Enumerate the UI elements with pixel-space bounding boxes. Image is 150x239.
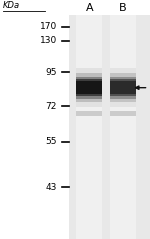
Text: 170: 170 — [40, 22, 57, 31]
Bar — [110, 15, 136, 239]
Bar — [110, 111, 136, 116]
Text: 55: 55 — [45, 137, 57, 146]
Bar — [76, 111, 102, 116]
Text: B: B — [119, 3, 127, 13]
Bar — [110, 77, 136, 99]
Bar — [76, 73, 102, 102]
Bar — [76, 79, 102, 96]
Text: A: A — [85, 3, 93, 13]
Text: 95: 95 — [45, 68, 57, 77]
Bar — [76, 68, 102, 107]
Bar — [110, 73, 136, 102]
Bar — [110, 81, 136, 94]
Text: KDa: KDa — [3, 1, 20, 10]
Text: 72: 72 — [46, 102, 57, 111]
Text: 43: 43 — [46, 183, 57, 192]
Text: 130: 130 — [40, 36, 57, 45]
Bar — [110, 79, 136, 96]
Bar — [69, 15, 150, 239]
Bar — [76, 15, 102, 239]
Bar — [110, 68, 136, 107]
Bar — [76, 81, 102, 94]
Bar — [76, 77, 102, 99]
